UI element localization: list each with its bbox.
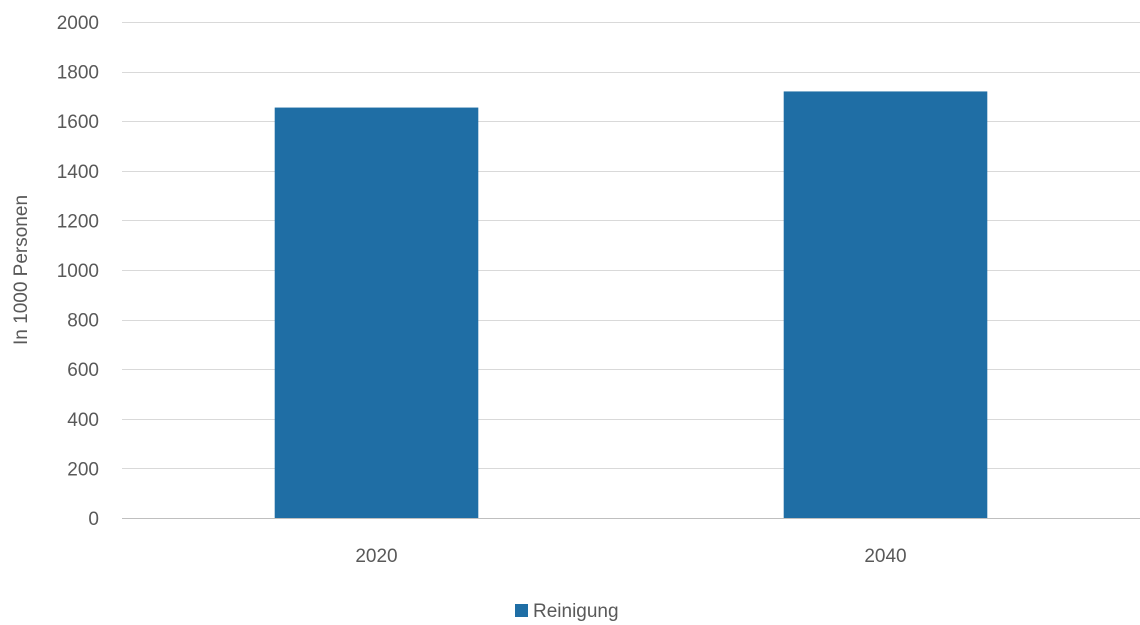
legend-label-reinigung: Reinigung: [533, 601, 619, 622]
y-tick-label-1000: 1000: [57, 261, 99, 282]
y-axis-title: In 1000 Personen: [11, 195, 32, 345]
bars: [274, 91, 988, 518]
y-tick-label-800: 800: [67, 311, 99, 332]
bar-2020: [274, 107, 479, 518]
y-tick-label-400: 400: [67, 410, 99, 431]
bar-2040: [783, 91, 988, 518]
y-tick-label-1600: 1600: [57, 112, 99, 133]
x-tick-label-2040: 2040: [864, 546, 906, 567]
legend: Reinigung: [515, 601, 619, 622]
axes: 0 200 400 600 800 1000 1200 1400 1600 1800 2000 202…: [57, 13, 1140, 567]
y-tick-label-1200: 1200: [57, 211, 99, 232]
y-tick-label-1400: 1400: [57, 162, 99, 183]
y-tick-label-1800: 1800: [57, 63, 99, 84]
y-tick-label-2000: 2000: [57, 13, 99, 34]
y-tick-label-0: 0: [88, 509, 99, 530]
y-tick-label-600: 600: [67, 360, 99, 381]
y-tick-label-200: 200: [67, 459, 99, 480]
x-tick-label-2020: 2020: [355, 546, 397, 567]
legend-swatch-reinigung: [515, 604, 528, 617]
